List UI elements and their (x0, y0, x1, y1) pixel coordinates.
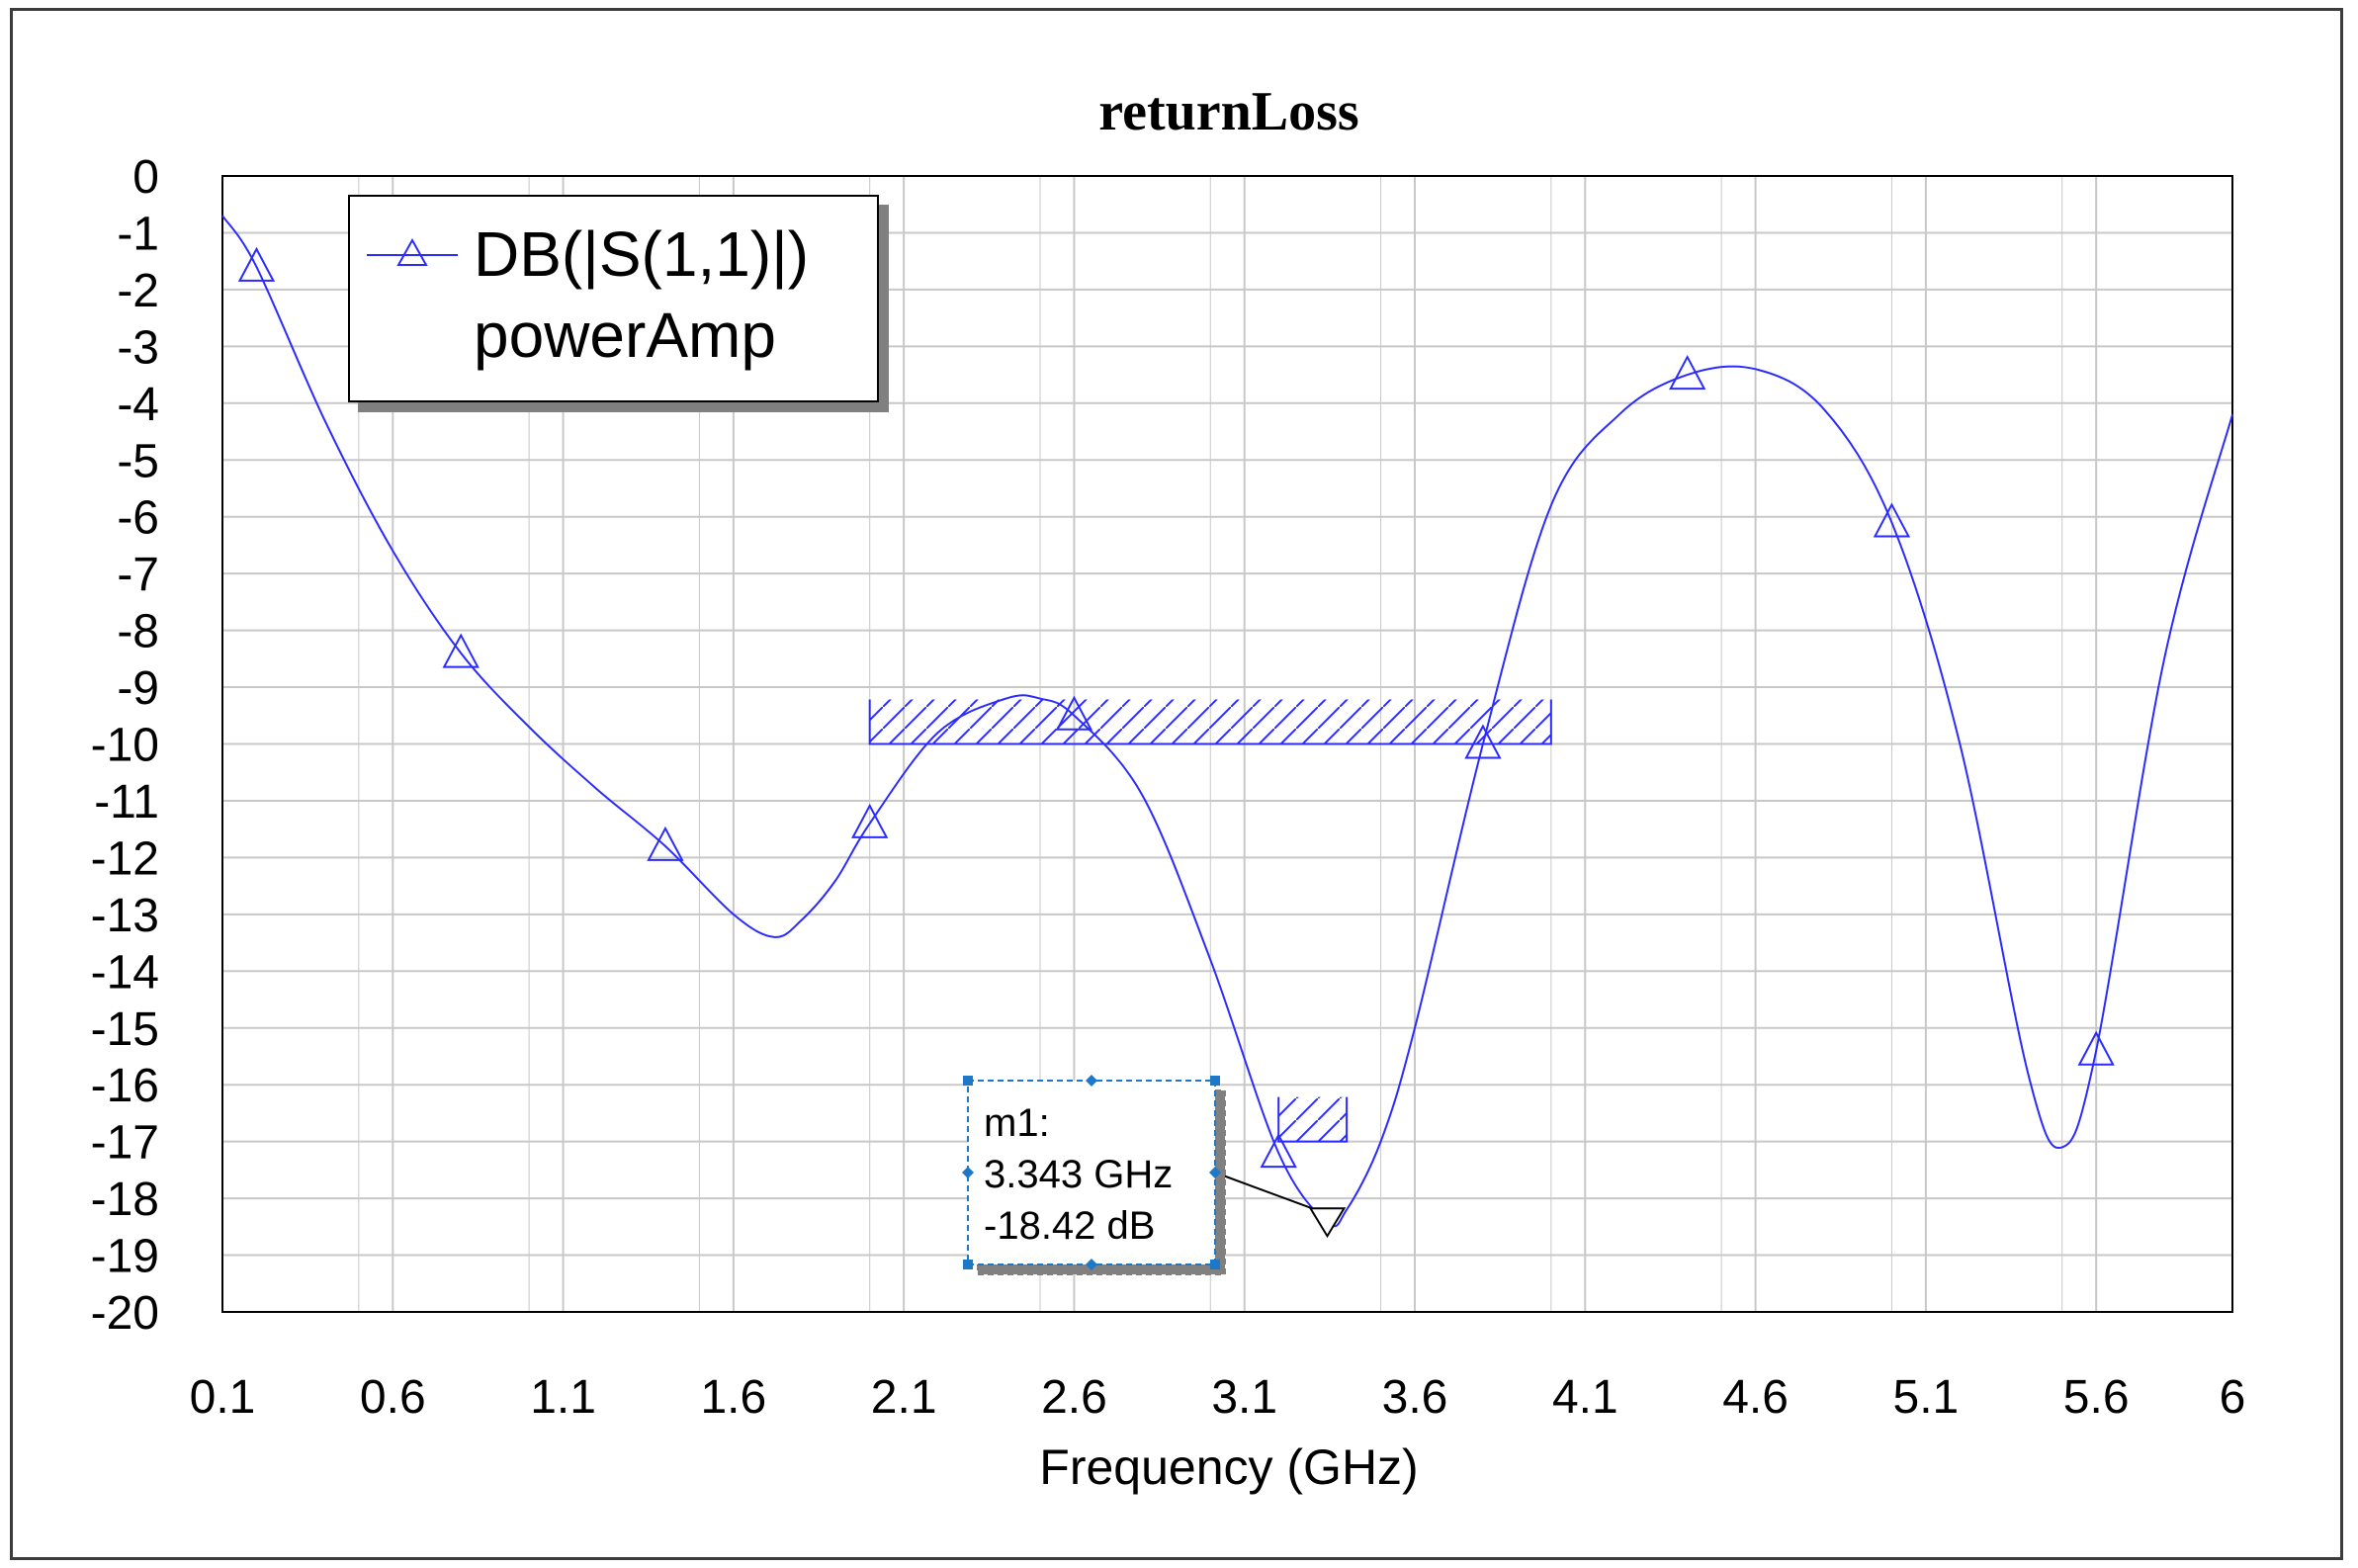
data-point-marker (1464, 724, 1502, 759)
x-tick-label: 1.1 (530, 1371, 596, 1424)
y-tick-label: -3 (117, 321, 159, 374)
spec-line (868, 699, 1552, 745)
chart-frame: returnLoss 0 -1 -2 -3 -4 -5 -6 -7 -8 -9 -10 -11 -12-… (10, 8, 2343, 1560)
legend-series-source: powerAmp (474, 300, 776, 371)
legend-triangle-icon (396, 237, 428, 266)
marker-resize-handles[interactable] (962, 1075, 1221, 1270)
marker-name: m1: (984, 1101, 1050, 1145)
data-point-marker (442, 633, 480, 668)
y-tick-label: -1 (117, 208, 159, 260)
x-tick-label: 1.6 (700, 1371, 766, 1424)
data-point-marker (851, 803, 889, 838)
legend-series-name: DB(|S(1,1)|) (474, 218, 809, 290)
spec-line (1277, 1096, 1349, 1143)
x-tick-label: 3.1 (1211, 1371, 1277, 1424)
y-tick-label: -18 (91, 1174, 159, 1226)
y-tick-label: -7 (117, 549, 159, 601)
data-point-marker (237, 246, 276, 282)
x-tick-label: 6 (2220, 1371, 2246, 1424)
data-point-marker (647, 826, 684, 861)
x-tick-label: 4.1 (1552, 1371, 1618, 1424)
x-tick-label: 3.6 (1382, 1371, 1448, 1424)
y-tick-label: -15 (91, 1003, 159, 1056)
series-markers (237, 246, 2115, 1169)
y-tick-labels: 0-1-2-3-4-5-6-7-8-9-10-11-12-13-14-15-16… (91, 151, 159, 1340)
y-tick-label: -13 (91, 890, 159, 942)
y-tick-label: -14 (91, 946, 159, 999)
marker-triangle-icon (1308, 1207, 1347, 1239)
y-tick-label: 0 (132, 151, 159, 204)
x-tick-label: 0.1 (190, 1371, 256, 1424)
marker-value: -18.42 dB (984, 1204, 1155, 1248)
spec-hatch (1278, 1096, 1348, 1142)
y-tick-label: -12 (91, 832, 159, 885)
y-tick-label: -10 (91, 720, 159, 772)
x-tick-label: 4.6 (1722, 1371, 1789, 1424)
x-tick-label: 2.1 (871, 1371, 937, 1424)
y-tick-label: -17 (91, 1117, 159, 1170)
spec-hatch (869, 699, 1551, 744)
data-point-marker (1055, 695, 1093, 731)
marker-m1[interactable]: m1: 3.343 GHz -18.42 dB (962, 1075, 1347, 1270)
x-tick-label: 5.1 (1893, 1371, 1960, 1424)
chart-title: returnLoss (1098, 81, 1358, 142)
y-tick-label: -11 (94, 776, 159, 828)
return-loss-chart: returnLoss 0-1-2-3-4-5-6-7-8-9-10-11-12-… (91, 81, 2246, 1495)
y-tick-label: -4 (117, 379, 159, 431)
data-point-marker (1669, 354, 1706, 391)
plot-border (221, 175, 2233, 1313)
x-axis-label: Frequency (GHz) (1039, 1439, 1418, 1495)
y-tick-label: -16 (91, 1060, 159, 1112)
x-tick-label: 2.6 (1041, 1371, 1107, 1424)
data-point-marker (2077, 1030, 2115, 1066)
legend[interactable]: DB(|S(1,1)|) powerAmp (348, 195, 879, 402)
y-tick-label: -6 (117, 492, 159, 545)
y-tick-label: -5 (117, 435, 159, 487)
y-tick-label: -8 (117, 606, 159, 658)
y-tick-label: -9 (117, 662, 159, 715)
y-tick-label: -20 (91, 1287, 159, 1340)
data-point-marker (1873, 502, 1911, 538)
y-tick-label: -2 (117, 265, 159, 317)
marker-leader-line (1214, 1172, 1318, 1212)
data-point-marker (1260, 1133, 1297, 1169)
x-tick-labels: 0.1 0.6 1.1 1.6 2.1 2.6 3.1 3.6 4.1 4.6 5.1 5.6 6 (190, 1371, 2246, 1424)
x-tick-label: 5.6 (2063, 1371, 2130, 1424)
y-tick-label: -19 (91, 1231, 159, 1283)
x-tick-label: 0.6 (360, 1371, 426, 1424)
marker-frequency: 3.343 GHz (984, 1153, 1173, 1196)
